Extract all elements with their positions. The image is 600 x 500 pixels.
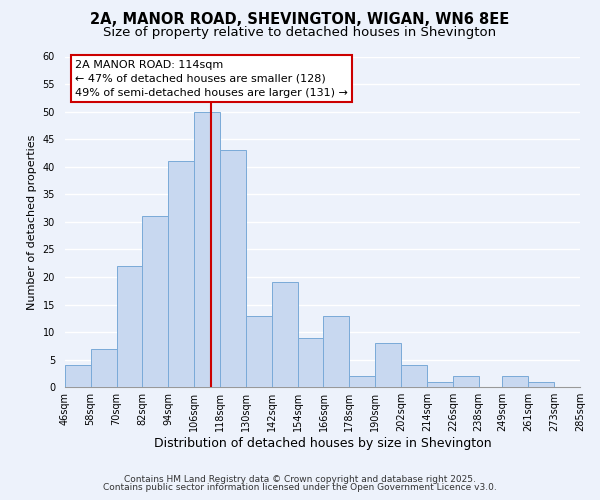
Bar <box>168 161 194 387</box>
Bar <box>401 365 427 387</box>
Bar <box>220 150 246 387</box>
Bar <box>142 216 168 387</box>
Bar <box>65 365 91 387</box>
Text: Size of property relative to detached houses in Shevington: Size of property relative to detached ho… <box>103 26 497 39</box>
Bar <box>272 282 298 387</box>
Bar <box>427 382 453 387</box>
Bar <box>349 376 375 387</box>
Bar <box>375 343 401 387</box>
Bar <box>246 316 272 387</box>
Text: 2A, MANOR ROAD, SHEVINGTON, WIGAN, WN6 8EE: 2A, MANOR ROAD, SHEVINGTON, WIGAN, WN6 8… <box>91 12 509 28</box>
Text: Contains HM Land Registry data © Crown copyright and database right 2025.: Contains HM Land Registry data © Crown c… <box>124 475 476 484</box>
Text: Contains public sector information licensed under the Open Government Licence v3: Contains public sector information licen… <box>103 484 497 492</box>
Text: 2A MANOR ROAD: 114sqm
← 47% of detached houses are smaller (128)
49% of semi-det: 2A MANOR ROAD: 114sqm ← 47% of detached … <box>75 60 348 98</box>
Bar <box>116 266 142 387</box>
Bar <box>323 316 349 387</box>
Bar <box>453 376 479 387</box>
Y-axis label: Number of detached properties: Number of detached properties <box>27 134 37 310</box>
Bar <box>298 338 323 387</box>
Bar <box>91 348 116 387</box>
X-axis label: Distribution of detached houses by size in Shevington: Distribution of detached houses by size … <box>154 437 491 450</box>
Bar <box>528 382 554 387</box>
Bar <box>194 112 220 387</box>
Bar <box>502 376 528 387</box>
